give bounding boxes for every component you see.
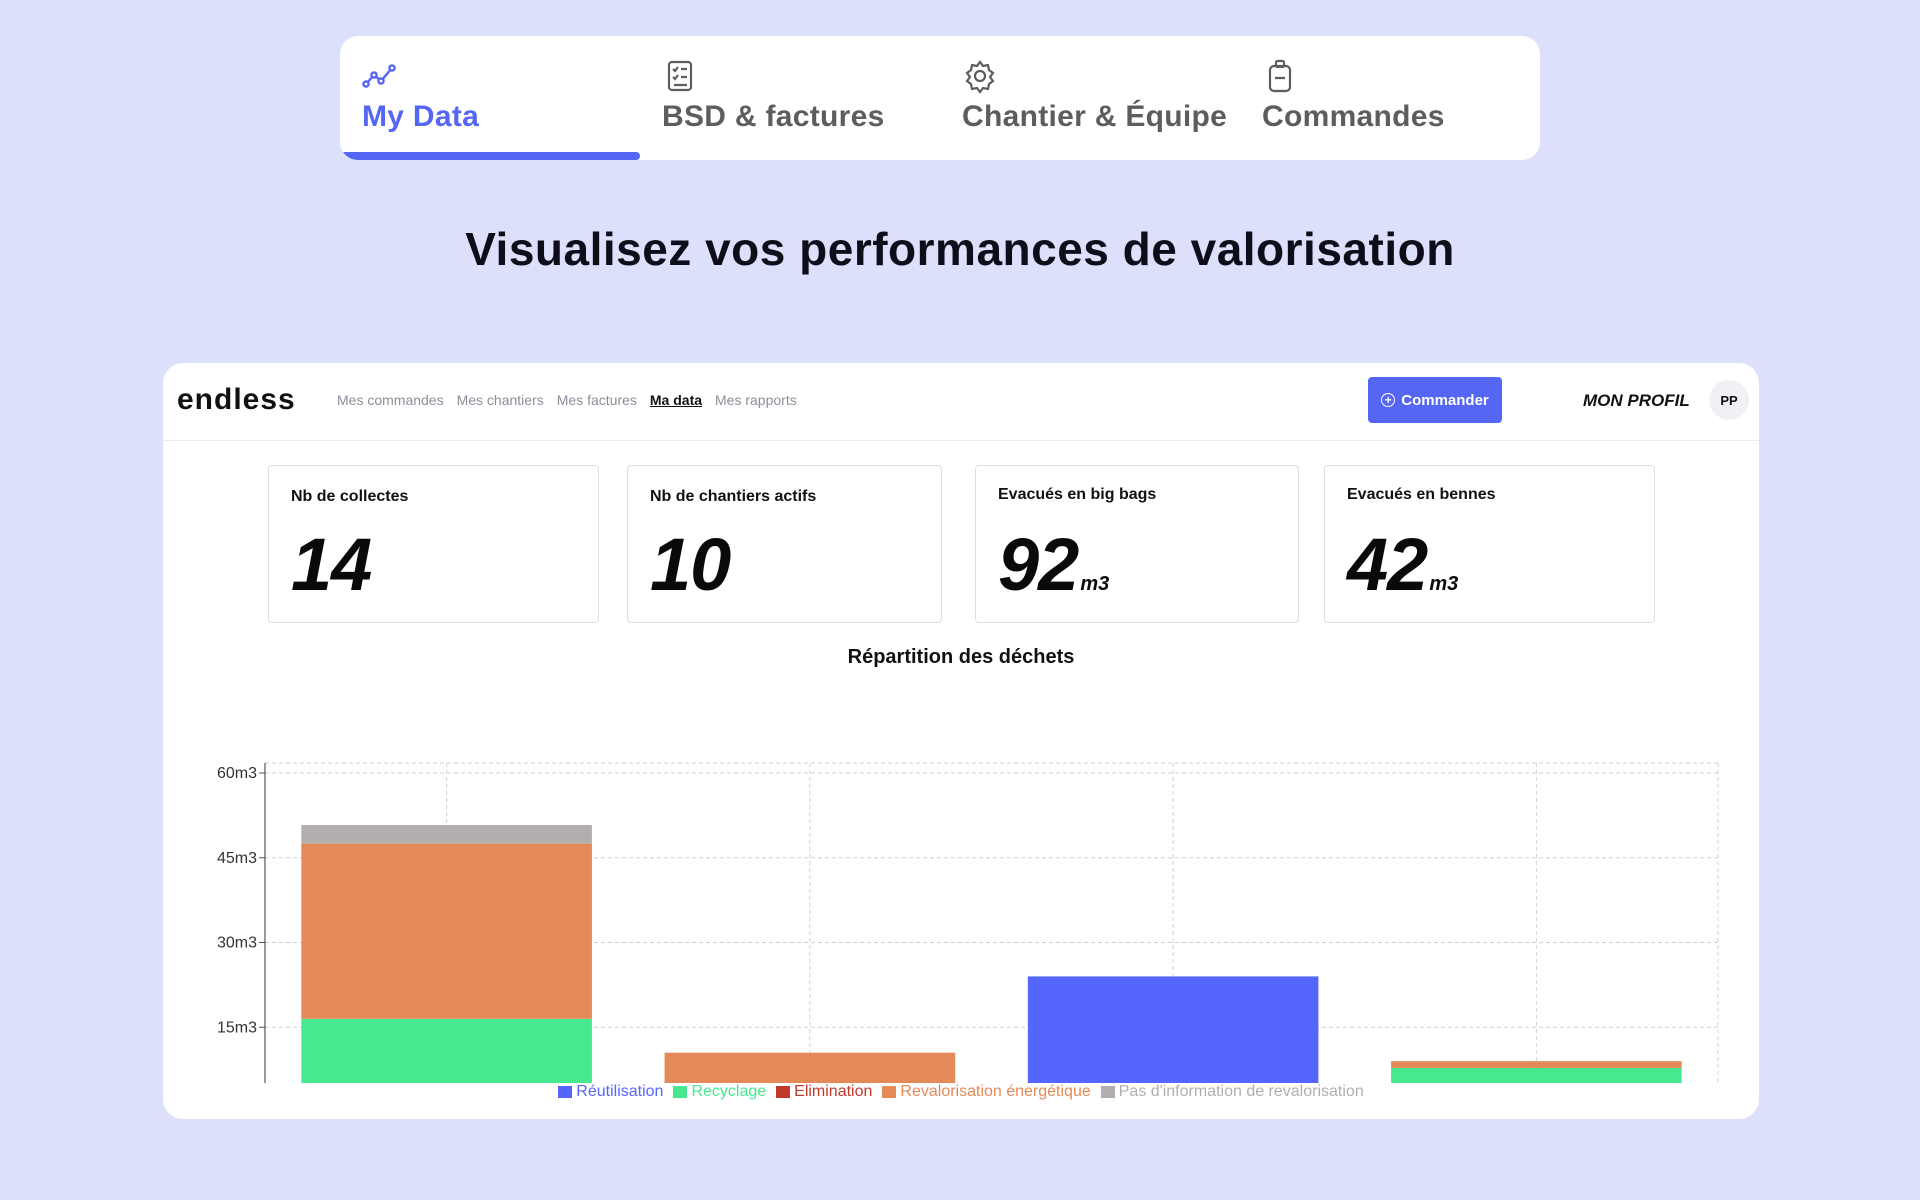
bar-segment[interactable] bbox=[301, 843, 592, 1019]
waste-distribution-chart: 0m315m330m345m360m3MélangéDIBGravatBois bbox=[217, 762, 1719, 1083]
kpi-label: Evacués en bennes bbox=[1347, 486, 1496, 503]
tab-bsd-factures[interactable]: BSD & factures bbox=[640, 36, 940, 160]
y-tick-label: 60m3 bbox=[217, 765, 257, 782]
kpi-label: Evacués en big bags bbox=[998, 486, 1157, 503]
nav-link-mes-chantiers[interactable]: Mes chantiers bbox=[456, 392, 544, 408]
bar-segment[interactable] bbox=[1391, 1061, 1682, 1068]
plus-circle-icon: + bbox=[1381, 393, 1396, 407]
legend-swatch bbox=[558, 1086, 573, 1098]
legend-swatch bbox=[776, 1086, 791, 1098]
top-navigation: endless Mes commandes Mes chantiers Mes … bbox=[163, 363, 1759, 441]
nav-link-mes-rapports[interactable]: Mes rapports bbox=[715, 392, 797, 408]
bar-segment[interactable] bbox=[664, 1052, 956, 1083]
kpi-value: 92 m3 bbox=[998, 523, 1110, 606]
gear-icon bbox=[965, 60, 995, 94]
legend-item[interactable]: Réutilisation bbox=[558, 1083, 663, 1101]
chart-legend: Réutilisation Recyclage Elimination Revalor… bbox=[163, 1083, 1759, 1101]
bar-segment[interactable] bbox=[301, 824, 592, 844]
legend-label: Pas d'information de revalorisation bbox=[1118, 1083, 1364, 1100]
tab-label: My Data bbox=[362, 100, 480, 133]
clipboard-icon bbox=[1268, 59, 1292, 93]
kpi-unit: m3 bbox=[1080, 573, 1110, 595]
line-chart-icon bbox=[362, 64, 396, 88]
chart-title: Répartition des déchets bbox=[847, 646, 1075, 668]
tab-label: BSD & factures bbox=[662, 100, 885, 133]
brand-logo[interactable]: endless bbox=[177, 383, 296, 416]
legend-label: Recyclage bbox=[691, 1083, 767, 1100]
y-tick-label: 30m3 bbox=[217, 935, 257, 952]
legend-item[interactable]: Revalorisation énergétique bbox=[882, 1083, 1091, 1101]
legend-item[interactable]: Elimination bbox=[776, 1083, 872, 1101]
commander-button-label: Commander bbox=[1401, 391, 1489, 409]
app-window: endless Mes commandes Mes chantiers Mes … bbox=[163, 363, 1759, 1119]
tab-label: Chantier & Équipe bbox=[962, 100, 1228, 133]
kpi-value: 14 bbox=[291, 523, 372, 606]
legend-label: Elimination bbox=[794, 1083, 873, 1100]
nav-link-mes-commandes[interactable]: Mes commandes bbox=[337, 392, 444, 408]
legend-label: Réutilisation bbox=[576, 1083, 664, 1100]
legend-label: Revalorisation énergétique bbox=[900, 1083, 1091, 1100]
kpi-unit: m3 bbox=[1429, 573, 1459, 595]
avatar[interactable]: PP bbox=[1709, 380, 1749, 420]
nav-links: Mes commandes Mes chantiers Mes factures… bbox=[337, 392, 797, 408]
nav-link-ma-data[interactable]: Ma data bbox=[649, 392, 703, 408]
legend-swatch bbox=[1100, 1086, 1115, 1098]
kpi-card-bennes: Evacués en bennes 42 m3 bbox=[1324, 465, 1655, 623]
nav-link-mes-factures[interactable]: Mes factures bbox=[556, 392, 637, 408]
page-headline: Visualisez vos performances de valorisat… bbox=[465, 223, 1455, 275]
kpi-card-chantiers-actifs: Nb de chantiers actifs 10 bbox=[627, 465, 942, 623]
document-list-icon bbox=[667, 60, 693, 92]
tab-label: Commandes bbox=[1262, 100, 1445, 133]
commander-button[interactable]: + Commander bbox=[1368, 377, 1502, 423]
tab-my-data[interactable]: My Data bbox=[340, 36, 640, 160]
bar-segment[interactable] bbox=[301, 1018, 592, 1083]
y-tick-label: 15m3 bbox=[217, 1019, 257, 1036]
kpi-card-collectes: Nb de collectes 14 bbox=[268, 465, 599, 623]
legend-item[interactable]: Recyclage bbox=[673, 1083, 766, 1101]
legend-swatch bbox=[882, 1086, 897, 1098]
profile-link[interactable]: MON PROFIL bbox=[1583, 391, 1690, 410]
tab-commandes[interactable]: Commandes bbox=[1240, 36, 1540, 160]
kpi-value: 10 bbox=[650, 523, 731, 606]
kpi-value: 42 m3 bbox=[1347, 523, 1459, 606]
feature-tab-bar: My Data BSD & factures Chantier & Équipe… bbox=[340, 36, 1540, 160]
kpi-label: Nb de collectes bbox=[291, 488, 409, 505]
bar-segment[interactable] bbox=[1391, 1067, 1682, 1083]
kpi-label: Nb de chantiers actifs bbox=[650, 488, 817, 505]
kpi-card-big-bags: Evacués en big bags 92 m3 bbox=[975, 465, 1299, 623]
tab-chantier-equipe[interactable]: Chantier & Équipe bbox=[940, 36, 1240, 160]
legend-item[interactable]: Pas d'information de revalorisation bbox=[1100, 1083, 1364, 1101]
y-tick-label: 45m3 bbox=[217, 850, 257, 867]
bar-segment[interactable] bbox=[1027, 976, 1319, 1083]
legend-swatch bbox=[673, 1086, 688, 1098]
